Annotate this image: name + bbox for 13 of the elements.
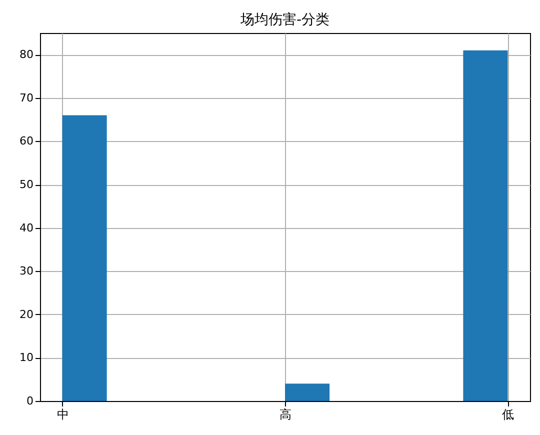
- y-tick-label: 70: [20, 91, 34, 104]
- y-tick-label: 20: [20, 308, 34, 321]
- y-tick-label: 40: [20, 221, 34, 234]
- x-tick-label: 高: [280, 408, 292, 422]
- y-tick-label: 10: [20, 351, 34, 364]
- chart-title: 场均伤害-分类: [239, 12, 330, 28]
- y-tick-label: 80: [20, 48, 34, 62]
- y-tick-label: 0: [26, 394, 34, 408]
- x-tick-label: 低: [502, 408, 514, 422]
- y-tick-label: 60: [20, 134, 34, 148]
- y-tick-label: 50: [20, 178, 34, 192]
- x-tick-label: 中: [56, 408, 69, 422]
- y-tick-label: 30: [20, 264, 34, 278]
